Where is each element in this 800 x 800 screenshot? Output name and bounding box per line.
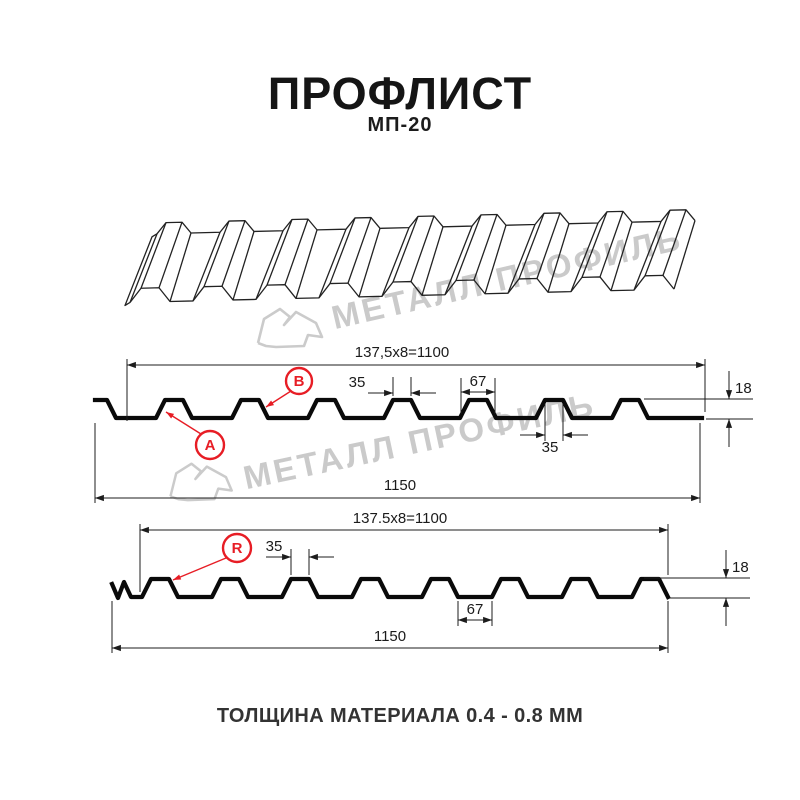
dim-working-width-a: 137,5x8=1100: [355, 344, 449, 361]
dim-valley-b: 67: [467, 601, 484, 618]
callout-label-a: A: [205, 437, 216, 454]
callout-label-r: R: [232, 540, 243, 557]
dim-overall-width-a: 1150: [384, 477, 416, 494]
dim-crest-bottom-a: 35: [542, 439, 559, 456]
dim-rib-base-a: 67: [470, 373, 487, 390]
callout-circle-r: [221, 532, 253, 564]
cross-section-a: 137,5x8=1100 35 67 35 18: [92, 344, 753, 503]
page-title: ПРОФЛИСТ: [267, 68, 533, 119]
callout-circle-b: [284, 366, 314, 396]
dim-overall-width-b: 1150: [374, 628, 406, 645]
callout-circle-a: [194, 429, 226, 461]
profile-outline-a: [92, 397, 705, 421]
dim-crest-top-b: 35: [266, 538, 283, 555]
metall-profil-logo-icon: [256, 307, 324, 349]
sheet-3d-view: [124, 209, 696, 307]
dim-working-width-b: 137.5x8=1100: [353, 510, 447, 527]
material-thickness-note: ТОЛЩИНА МАТЕРИАЛА 0.4 - 0.8 ММ: [216, 705, 584, 727]
callout-label-b: B: [294, 373, 305, 390]
dim-height-a: 18: [735, 380, 752, 397]
dim-crest-top-a: 35: [349, 374, 366, 391]
profile-model-subtitle: МП-20: [367, 114, 433, 136]
dim-height-b: 18: [732, 559, 749, 576]
cross-section-b: 137.5x8=1100 35 67 18 1150: [109, 510, 750, 653]
profile-outline-b: [109, 576, 671, 601]
